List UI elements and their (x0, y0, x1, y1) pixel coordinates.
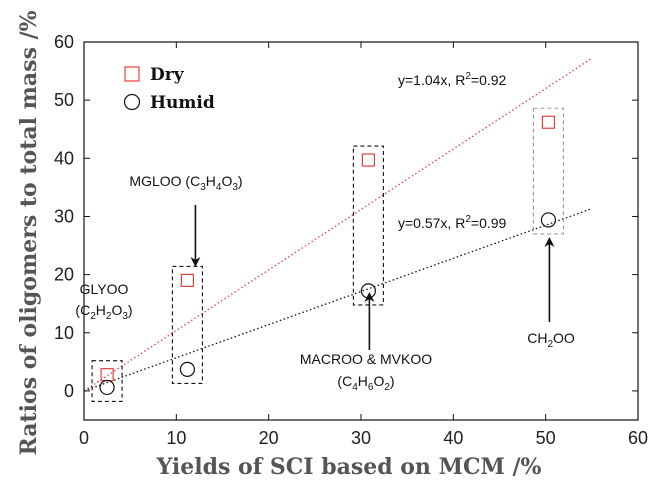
arrows-layer (190, 205, 555, 350)
data-points-layer (99, 115, 557, 396)
legend-dry-marker (124, 66, 140, 82)
data-point-dry (361, 153, 375, 167)
data-point-humid (179, 361, 196, 378)
group-boxes-layer (91, 107, 564, 402)
x-axis-title: Yields of SCI based on MCM /% (156, 454, 542, 480)
group-box (171, 265, 203, 384)
y-tick-label: 20 (54, 265, 74, 285)
data-point-dry (180, 273, 195, 288)
ticks-layer: 0 10 20 30 40 50 60 0 10 20 30 40 50 60 (54, 32, 648, 448)
y-axis-title: Ratios of oligomers to total mass /% (16, 10, 42, 455)
y-tick-label: 40 (54, 148, 74, 168)
x-tick-label: 30 (351, 428, 371, 448)
x-tick-label: 50 (536, 428, 556, 448)
x-tick-label: 0 (79, 428, 89, 448)
humid-fit-equation: y=0.57x, R2=0.99 (398, 214, 507, 231)
data-point-humid (99, 379, 115, 396)
group-box (352, 145, 384, 306)
data-point-humid (540, 212, 557, 228)
x-tick-label: 20 (259, 428, 279, 448)
legend: Dry Humid (123, 65, 215, 113)
fit-lines-layer (83, 57, 593, 392)
annotation-glyoo-formula: (C2H2O3) (75, 302, 132, 322)
data-point-dry (541, 115, 556, 129)
legend-humid-marker (123, 93, 141, 111)
x-tick-label: 40 (443, 428, 463, 448)
annotation-glyoo: GLYOO (80, 281, 129, 297)
y-tick-label: 50 (54, 90, 74, 110)
y-tick-label: 10 (54, 323, 74, 343)
group-box (532, 107, 564, 235)
annotation-mgloo: MGLOO (C3H4O3) (129, 173, 242, 193)
dry-fit-equation: y=1.04x, R2=0.92 (398, 71, 507, 88)
annotation-macroo-formula: (C4H6O2) (337, 373, 394, 393)
fit-line-dry (83, 57, 593, 392)
x-tick-label: 60 (628, 428, 648, 448)
annotation-macroo: MACROO & MVKOO (300, 351, 432, 367)
legend-dry-label: Dry (150, 65, 185, 85)
y-tick-label: 0 (64, 381, 74, 401)
legend-humid-label: Humid (150, 93, 215, 113)
annotation-ch2oo: CH2OO (527, 330, 575, 350)
group-box (91, 360, 123, 402)
data-point-dry (100, 368, 114, 382)
y-tick-label: 60 (54, 32, 74, 52)
x-tick-label: 10 (166, 428, 186, 448)
y-tick-label: 30 (54, 206, 74, 226)
